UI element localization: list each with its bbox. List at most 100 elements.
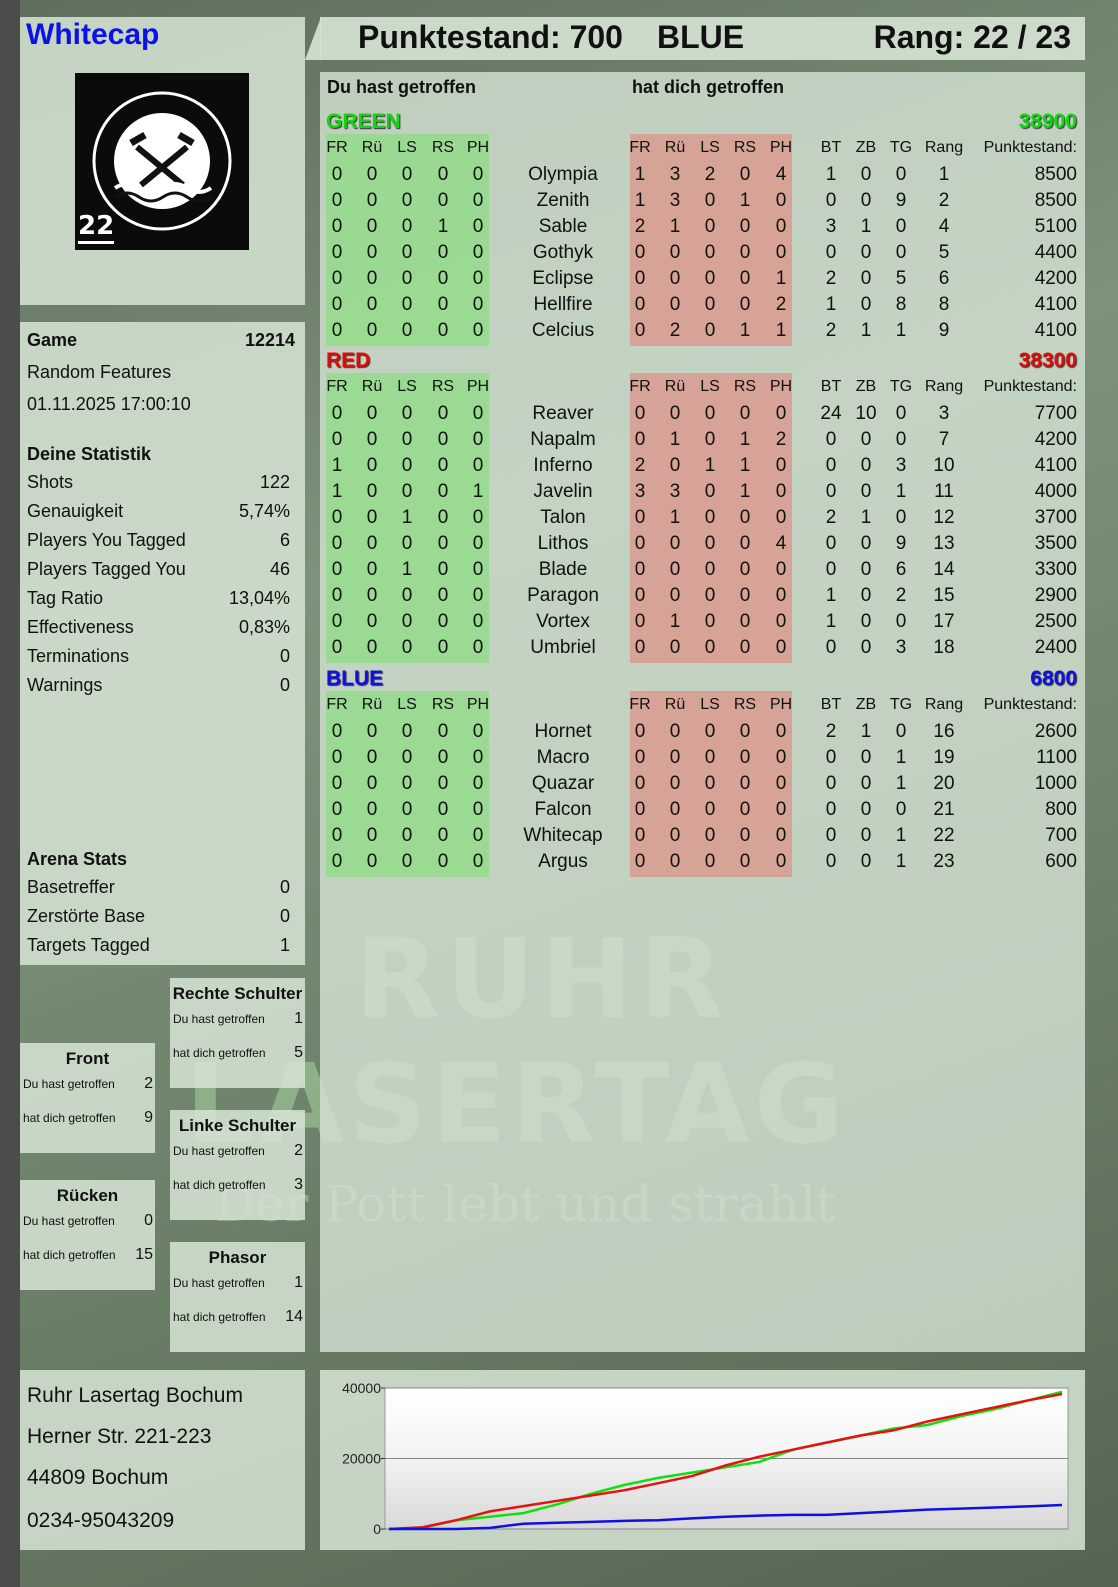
stat-cell: 5 xyxy=(895,268,907,289)
you-hit-cell: 0 xyxy=(366,242,378,263)
hit-you-cell: 0 xyxy=(704,611,716,632)
hit-you-cell: 1 xyxy=(634,190,646,211)
col-header: LS xyxy=(397,139,417,156)
hit-you-cell: 0 xyxy=(704,294,716,315)
zone-you-hit-label: Du hast getroffen xyxy=(173,1144,265,1158)
stat-value: 0 xyxy=(279,646,290,666)
hit-zone-box: Rechte Schulter Du hast getroffen 1 hat dic… xyxy=(170,978,305,1088)
player-score: Punktestand: 700 xyxy=(358,19,623,55)
you-hit-cell: 0 xyxy=(472,320,484,341)
arena-row: Zerstörte Base 0 xyxy=(27,906,290,927)
you-hit-cell: 0 xyxy=(331,721,343,742)
stat-label: Effectiveness xyxy=(27,617,134,637)
col-header: Rang xyxy=(924,378,964,395)
you-hit-cell: 0 xyxy=(437,721,449,742)
you-hit-cell: 0 xyxy=(401,216,413,237)
player-name: Celcius xyxy=(531,320,595,341)
hit-you-cell: 0 xyxy=(704,429,716,450)
stat-cell: 0 xyxy=(895,611,907,632)
zone-hit-you: 9 xyxy=(144,1109,153,1126)
stat-cell: 0 xyxy=(860,799,872,820)
badge-number: 22 xyxy=(78,211,115,244)
stat-cell: 0 xyxy=(895,216,907,237)
hit-you-cell: 1 xyxy=(739,190,751,211)
team-name: GREEN xyxy=(326,110,401,133)
you-hit-cell: 1 xyxy=(472,481,484,502)
stat-cell: 20 xyxy=(933,773,955,794)
zone-you-hit: 0 xyxy=(144,1212,153,1229)
hit-you-cell: 2 xyxy=(775,294,787,315)
hit-you-cell: 0 xyxy=(704,721,716,742)
hit-you-cell: 0 xyxy=(704,320,716,341)
player-row: 0 0 0 0 0 Hornet 0 0 0 0 0 2 1 0 16 2600 xyxy=(320,721,1085,747)
col-header: Rang xyxy=(924,139,964,156)
game-label: Game xyxy=(27,330,78,350)
player-row: 0 0 0 0 0 Hellfire 0 0 0 0 2 1 0 8 8 4100 xyxy=(320,294,1085,320)
hit-you-cell: 0 xyxy=(669,294,681,315)
you-hit-cell: 0 xyxy=(437,481,449,502)
you-hit-cell: 0 xyxy=(472,559,484,580)
col-header: LS xyxy=(700,139,720,156)
you-hit-cell: 0 xyxy=(437,268,449,289)
you-hit-cell: 0 xyxy=(472,216,484,237)
stat-cell: 0 xyxy=(825,799,837,820)
stat-cell: 1 xyxy=(895,481,907,502)
player-score: 5100 xyxy=(1034,216,1077,237)
you-hit-cell: 0 xyxy=(472,721,484,742)
player-row: 0 0 0 0 0 Paragon 0 0 0 0 0 1 0 2 15 2900 xyxy=(320,585,1085,611)
stat-cell: 0 xyxy=(860,637,872,658)
stat-cell: 0 xyxy=(825,429,837,450)
player-score: 4000 xyxy=(1034,481,1077,502)
player-score: 7700 xyxy=(1034,403,1077,424)
col-header: TG xyxy=(889,139,913,156)
stat-cell: 8 xyxy=(895,294,907,315)
you-hit-cell: 0 xyxy=(472,773,484,794)
stat-cell: 0 xyxy=(860,559,872,580)
hit-you-cell: 0 xyxy=(739,164,751,185)
zone-you-hit-label: Du hast getroffen xyxy=(23,1077,115,1091)
stat-row: Warnings 0 xyxy=(27,675,290,696)
player-score: 4100 xyxy=(1034,455,1077,476)
player-name: Whitecap xyxy=(523,825,603,846)
hit-you-cell: 0 xyxy=(739,611,751,632)
hit-you-cell: 1 xyxy=(669,429,681,450)
col-header-score: Punktestand: xyxy=(983,378,1077,395)
hit-you-cell: 0 xyxy=(704,216,716,237)
stat-cell: 0 xyxy=(860,268,872,289)
col-header: RS xyxy=(431,139,455,156)
you-hit-cell: 0 xyxy=(331,268,343,289)
hit-you-cell: 0 xyxy=(704,507,716,528)
you-hit-cell: 0 xyxy=(472,799,484,820)
hit-you-cell: 0 xyxy=(634,320,646,341)
you-hit-cell: 0 xyxy=(366,747,378,768)
you-hit-cell: 0 xyxy=(331,611,343,632)
hit-you-cell: 0 xyxy=(704,481,716,502)
hit-you-cell: 0 xyxy=(775,403,787,424)
player-name: Zenith xyxy=(536,190,590,211)
player-score: 4100 xyxy=(1034,294,1077,315)
stat-cell: 1 xyxy=(938,164,950,185)
score-header: Punktestand: 700 BLUE Rang: 22 / 23 xyxy=(320,17,1085,60)
stat-cell: 8 xyxy=(938,294,950,315)
you-hit-cell: 0 xyxy=(401,611,413,632)
stat-cell: 2 xyxy=(938,190,950,211)
stats-panel: Game 12214 Random Features 01.11.2025 17:… xyxy=(20,322,305,965)
you-hit-column-bg xyxy=(326,373,489,663)
you-hit-cell: 0 xyxy=(331,320,343,341)
stat-cell: 0 xyxy=(825,242,837,263)
you-hit-cell: 0 xyxy=(366,294,378,315)
you-hit-cell: 0 xyxy=(401,164,413,185)
player-row: 0 0 1 0 0 Talon 0 1 0 0 0 2 1 0 12 3700 xyxy=(320,507,1085,533)
hit-you-cell: 0 xyxy=(739,294,751,315)
team-name: BLUE xyxy=(326,667,384,690)
hit-you-cell: 0 xyxy=(704,747,716,768)
you-hit-cell: 0 xyxy=(401,533,413,554)
stat-cell: 0 xyxy=(825,559,837,580)
col-header: FR xyxy=(629,378,651,395)
col-header: BT xyxy=(820,378,842,395)
stat-value: 122 xyxy=(259,472,290,492)
you-hit-cell: 0 xyxy=(366,585,378,606)
you-hit-cell: 0 xyxy=(401,585,413,606)
you-hit-cell: 0 xyxy=(331,533,343,554)
you-hit-cell: 0 xyxy=(472,851,484,872)
